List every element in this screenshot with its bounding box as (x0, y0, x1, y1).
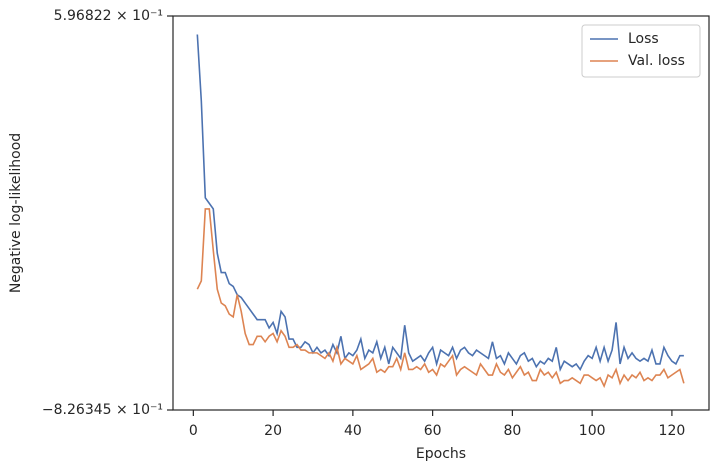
x-tick-label: 80 (503, 423, 521, 439)
x-tick-label: 0 (189, 423, 198, 439)
x-tick-label: 60 (424, 423, 442, 439)
plot-frame (172, 15, 710, 411)
loss-line (196, 208, 685, 389)
y-tick-label: 5.96822 × 10⁻¹ (54, 8, 163, 24)
x-tick-label: 20 (264, 423, 282, 439)
x-axis-label: Epochs (416, 446, 466, 462)
x-tick-label: 120 (659, 423, 686, 439)
y-axis-label: Negative log-likelihood (8, 133, 24, 293)
y-tick-label: −8.26345 × 10⁻¹ (42, 402, 163, 418)
legend-label: Loss (628, 31, 659, 47)
legend-label: Val. loss (628, 53, 685, 69)
x-tick-label: 40 (344, 423, 362, 439)
legend-box (581, 24, 701, 78)
loss-line (196, 34, 684, 373)
x-tick-label: 100 (579, 423, 606, 439)
